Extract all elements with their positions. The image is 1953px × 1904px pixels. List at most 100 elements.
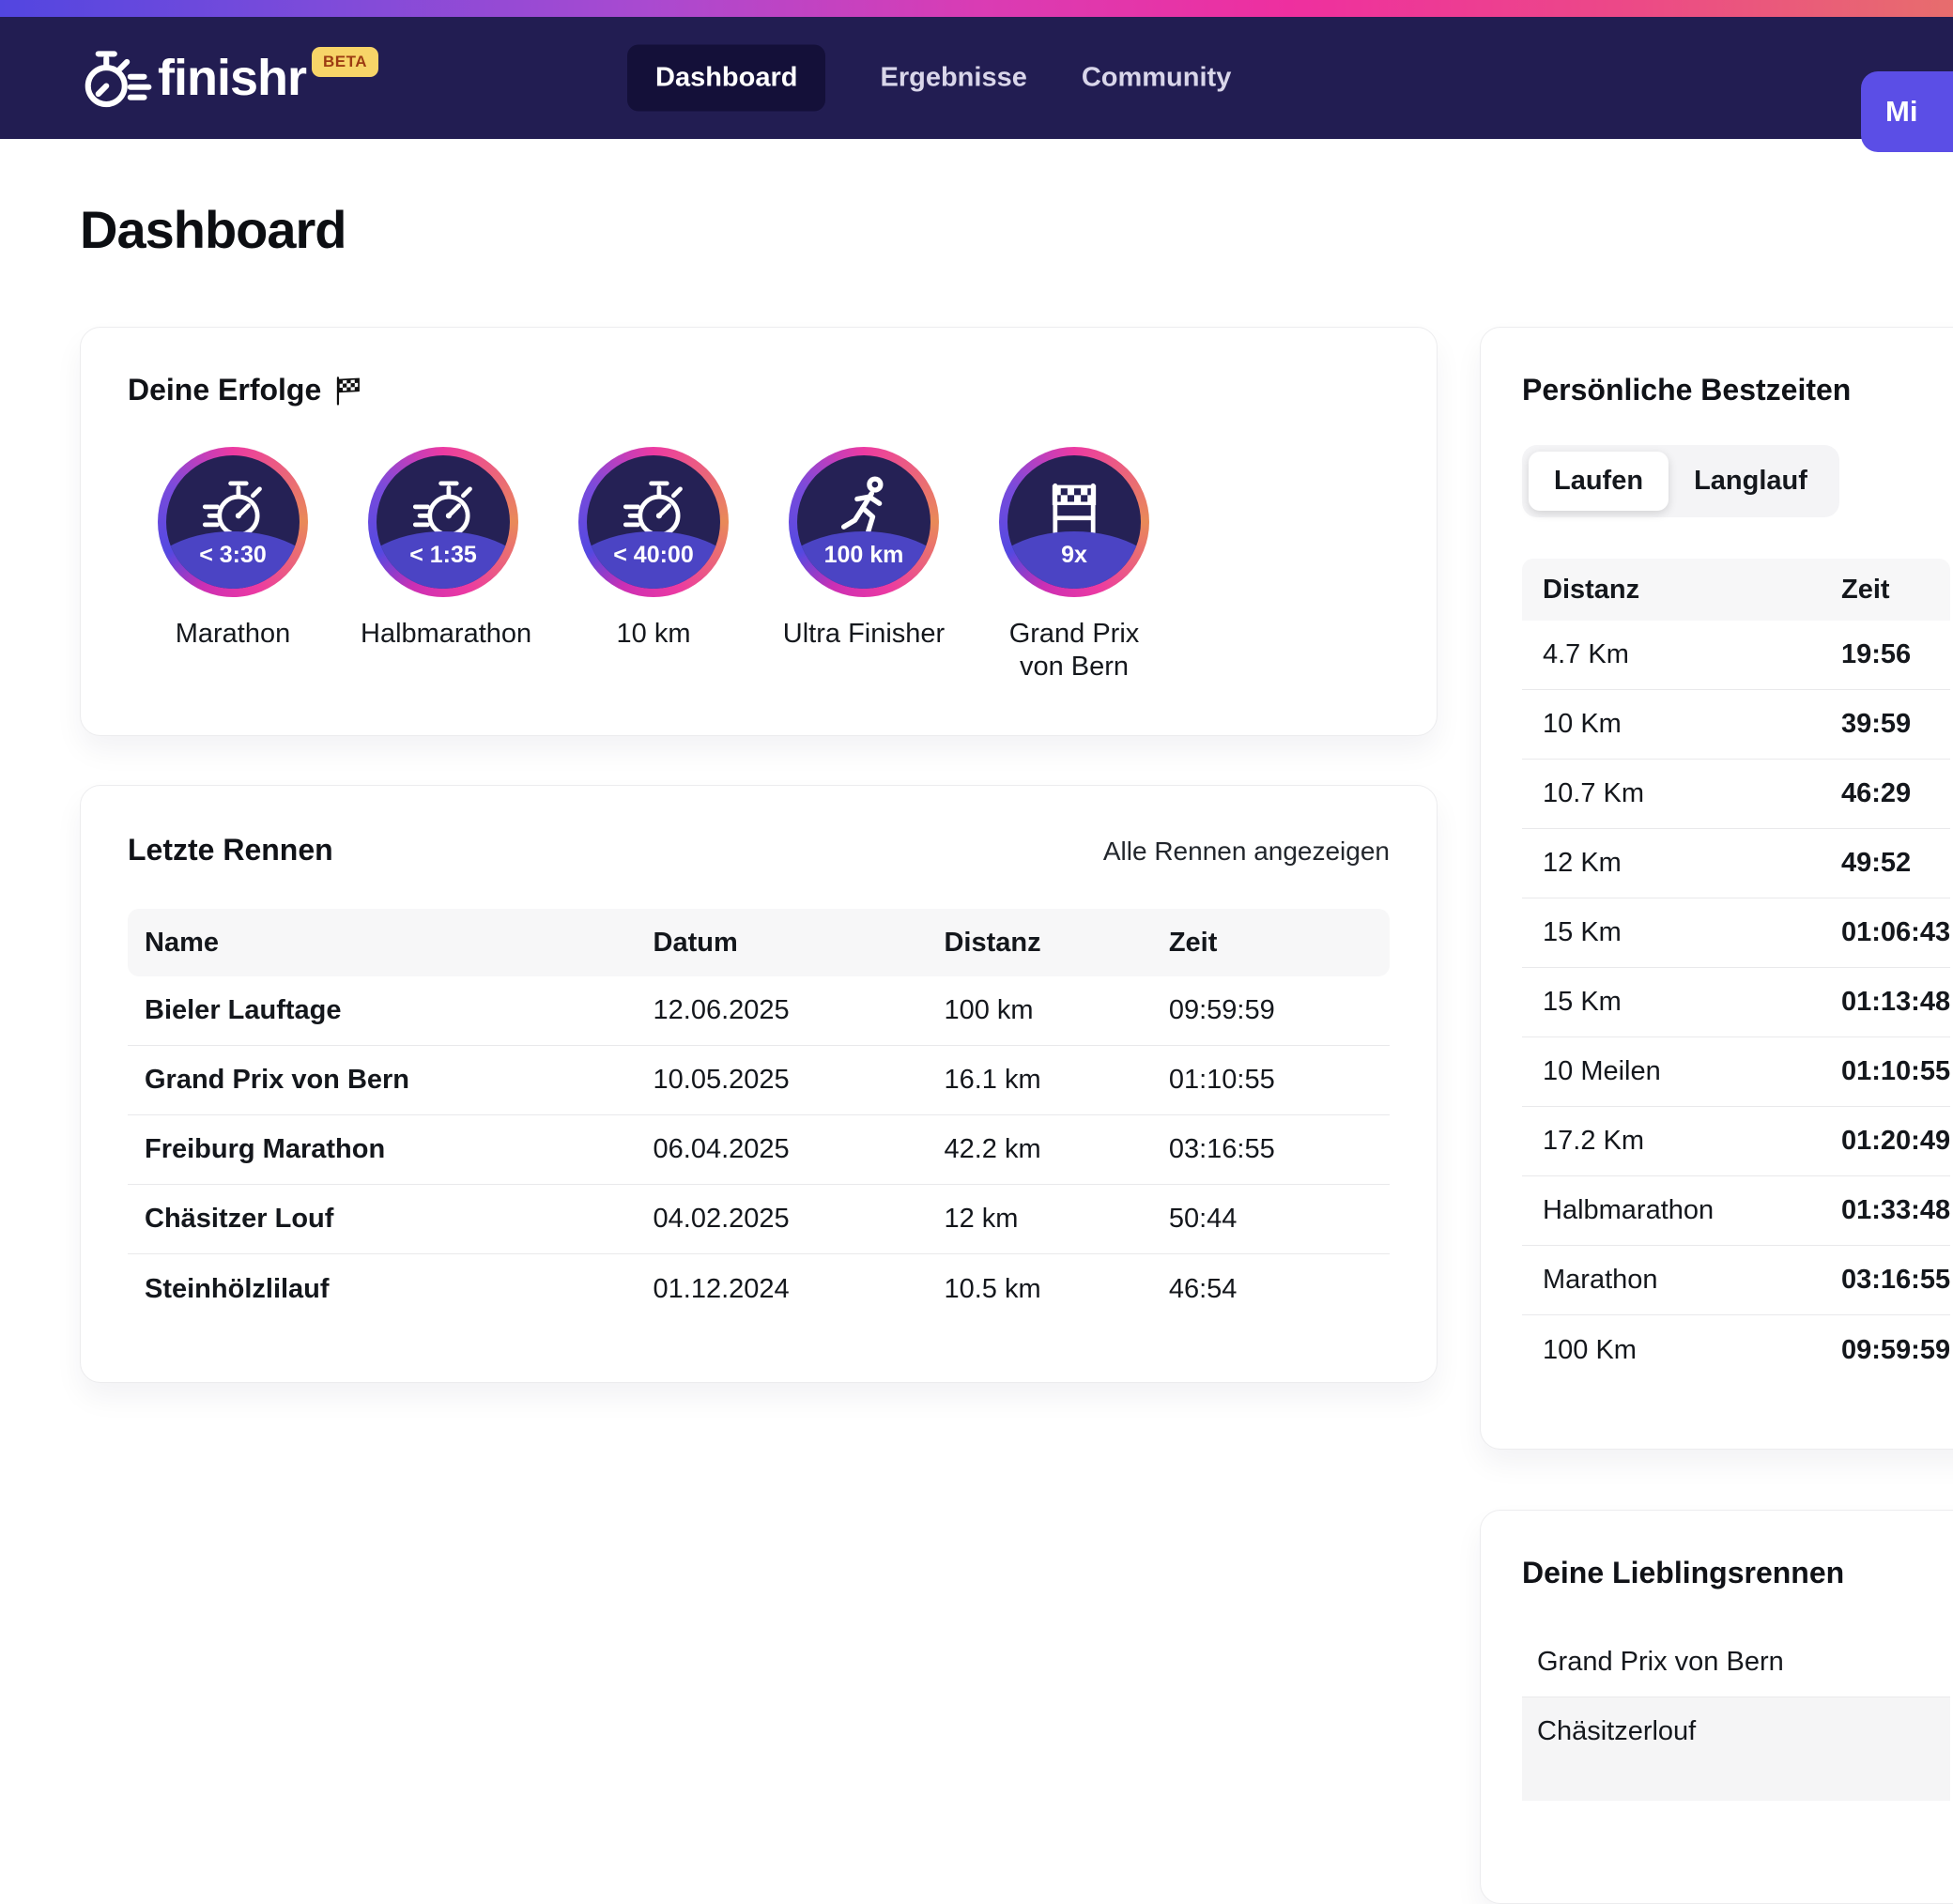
race-name: Chäsitzer Louf: [145, 1204, 334, 1234]
best-time: 01:13:48: [1841, 987, 1951, 1017]
best-distance: 4.7 Km: [1543, 639, 1629, 669]
achievements-title-text: Deine Erfolge: [128, 373, 322, 407]
col-header-zeit: Zeit: [1168, 927, 1218, 958]
badge-grand-prix[interactable]: 9x Grand Prix von Bern: [969, 447, 1179, 684]
table-row[interactable]: Grand Prix von Bern 10.05.2025 16.1 km 0…: [128, 1046, 1390, 1115]
best-distance: 10.7 Km: [1543, 778, 1644, 808]
race-time: 01:10:55: [1168, 1065, 1275, 1095]
badge-halbmarathon[interactable]: < 1:35 Halbmarathon: [338, 447, 548, 684]
best-distance: 100 Km: [1543, 1334, 1637, 1365]
brand-logo[interactable]: finishr BETA: [79, 41, 379, 115]
nav-cta-button[interactable]: Mi: [1861, 71, 1953, 152]
favorite-races-title: Deine Lieblingsrennen: [1522, 1556, 1845, 1589]
main-column: Deine Erfolge < 3:30 Marathon < 1:35: [80, 327, 1438, 1383]
badge-inner: < 3:30: [166, 455, 300, 589]
personal-bests-title: Persönliche Bestzeiten: [1522, 373, 1852, 407]
table-row[interactable]: Halbmarathon 01:33:48: [1522, 1176, 1950, 1246]
badge-inner: < 40:00: [587, 455, 720, 589]
table-row[interactable]: Chäsitzer Louf 04.02.2025 12 km 50:44: [128, 1185, 1390, 1254]
table-row[interactable]: 4.7 Km 19:56: [1522, 621, 1950, 690]
recent-races-card: Letzte Rennen Alle Rennen angezeigen Nam…: [80, 785, 1438, 1383]
table-row[interactable]: 15 Km 01:13:48: [1522, 968, 1950, 1037]
favorite-races-card: Deine Lieblingsrennen Grand Prix von Ber…: [1480, 1510, 1953, 1904]
col-header-zeit: Zeit: [1841, 574, 1890, 605]
sidebar-column: Persönliche Bestzeiten Laufen Langlauf D…: [1480, 327, 1953, 1904]
best-distance: 10 Km: [1543, 709, 1622, 739]
best-distance: 12 Km: [1543, 848, 1622, 878]
badge-value-banner: < 40:00: [587, 530, 720, 589]
table-row[interactable]: 10 Km 39:59: [1522, 690, 1950, 760]
best-distance: 15 Km: [1543, 987, 1622, 1017]
race-distance: 16.1 km: [944, 1065, 1041, 1095]
table-row[interactable]: 15 Km 01:06:43: [1522, 898, 1950, 968]
personal-bests-card: Persönliche Bestzeiten Laufen Langlauf D…: [1480, 327, 1953, 1450]
table-row[interactable]: 10 Meilen 01:10:55: [1522, 1037, 1950, 1107]
table-row[interactable]: 10.7 Km 46:29: [1522, 760, 1950, 829]
badge-row: < 3:30 Marathon < 1:35 Halbmarathon: [128, 447, 1390, 684]
best-distance: Marathon: [1543, 1265, 1658, 1295]
top-nav: finishr BETA Dashboard Ergebnisse Commun…: [0, 17, 1953, 152]
race-distance: 10.5 km: [944, 1273, 1041, 1304]
race-date: 01.12.2024: [653, 1273, 790, 1304]
table-row[interactable]: 12 Km 49:52: [1522, 829, 1950, 898]
tab-langlauf[interactable]: Langlauf: [1694, 466, 1807, 496]
best-time: 49:52: [1841, 848, 1912, 878]
badge-ring: 100 km: [789, 447, 939, 597]
badge-value: < 1:35: [409, 541, 477, 568]
recent-races-header: Letzte Rennen Alle Rennen angezeigen: [128, 833, 1390, 868]
best-time: 01:10:55: [1841, 1056, 1951, 1086]
table-row[interactable]: Steinhölzlilauf 01.12.2024 10.5 km 46:54: [128, 1254, 1390, 1324]
badge-label: Marathon: [175, 619, 291, 649]
favorite-races-list: Grand Prix von Bern Chäsitzerlouf: [1522, 1628, 1950, 1801]
nav-item-community[interactable]: Community: [1081, 62, 1232, 93]
badge-inner: 100 km: [797, 455, 930, 589]
nav-item-ergebnisse[interactable]: Ergebnisse: [880, 62, 1027, 93]
best-time: 39:59: [1841, 709, 1912, 739]
badge-label: Halbmarathon: [361, 619, 532, 649]
badge-label: Grand Prix von Bern: [1008, 619, 1140, 683]
table-row[interactable]: Freiburg Marathon 06.04.2025 42.2 km 03:…: [128, 1115, 1390, 1185]
best-time: 19:56: [1841, 639, 1912, 669]
badge-value: 9x: [1061, 541, 1087, 568]
race-time: 09:59:59: [1168, 995, 1275, 1025]
best-distance: 15 Km: [1543, 917, 1622, 947]
race-time: 50:44: [1168, 1204, 1238, 1234]
best-distance: 17.2 Km: [1543, 1126, 1644, 1156]
list-item[interactable]: Chäsitzerlouf: [1522, 1697, 1950, 1801]
table-row[interactable]: Bieler Lauftage 12.06.2025 100 km 09:59:…: [128, 976, 1390, 1046]
brand-name: finishr: [158, 50, 307, 106]
badge-ring: < 1:35: [368, 447, 518, 597]
show-all-races-link[interactable]: Alle Rennen angezeigen: [1102, 837, 1390, 866]
best-distance: Halbmarathon: [1543, 1195, 1715, 1225]
table-row[interactable]: 17.2 Km 01:20:49: [1522, 1107, 1950, 1176]
race-date: 06.04.2025: [653, 1134, 790, 1164]
race-distance: 12 km: [944, 1204, 1019, 1234]
col-header-name: Name: [145, 927, 219, 958]
badge-value: 100 km: [823, 541, 904, 568]
top-gradient-bar: [0, 0, 1953, 17]
list-item[interactable]: Grand Prix von Bern: [1522, 1628, 1950, 1697]
badge-label: 10 km: [616, 619, 691, 649]
best-time: 09:59:59: [1841, 1334, 1951, 1365]
race-date: 12.06.2025: [653, 995, 790, 1025]
table-row[interactable]: 100 Km 09:59:59: [1522, 1315, 1950, 1385]
badge-inner: < 1:35: [377, 455, 510, 589]
badge-marathon[interactable]: < 3:30 Marathon: [128, 447, 338, 684]
race-name: Bieler Lauftage: [145, 995, 342, 1025]
table-row[interactable]: Marathon 03:16:55: [1522, 1246, 1950, 1315]
badge-inner: 9x: [1007, 455, 1141, 589]
table-header-row: Distanz Zeit: [1522, 559, 1950, 621]
tab-laufen[interactable]: Laufen: [1529, 452, 1669, 511]
badge-ultra-finisher[interactable]: 100 km Ultra Finisher: [759, 447, 969, 684]
nav-links: Dashboard Ergebnisse Community: [627, 44, 1232, 112]
race-time: 46:54: [1168, 1273, 1238, 1304]
nav-item-dashboard[interactable]: Dashboard: [627, 44, 826, 112]
race-name: Steinhölzlilauf: [145, 1273, 330, 1304]
best-distance: 10 Meilen: [1543, 1056, 1661, 1086]
badge-10km[interactable]: < 40:00 10 km: [548, 447, 759, 684]
recent-races-title: Letzte Rennen: [128, 833, 333, 867]
best-time: 03:16:55: [1841, 1265, 1951, 1295]
badge-ring: 9x: [999, 447, 1149, 597]
col-header-distanz: Distanz: [1543, 574, 1640, 605]
race-name: Freiburg Marathon: [145, 1134, 386, 1164]
